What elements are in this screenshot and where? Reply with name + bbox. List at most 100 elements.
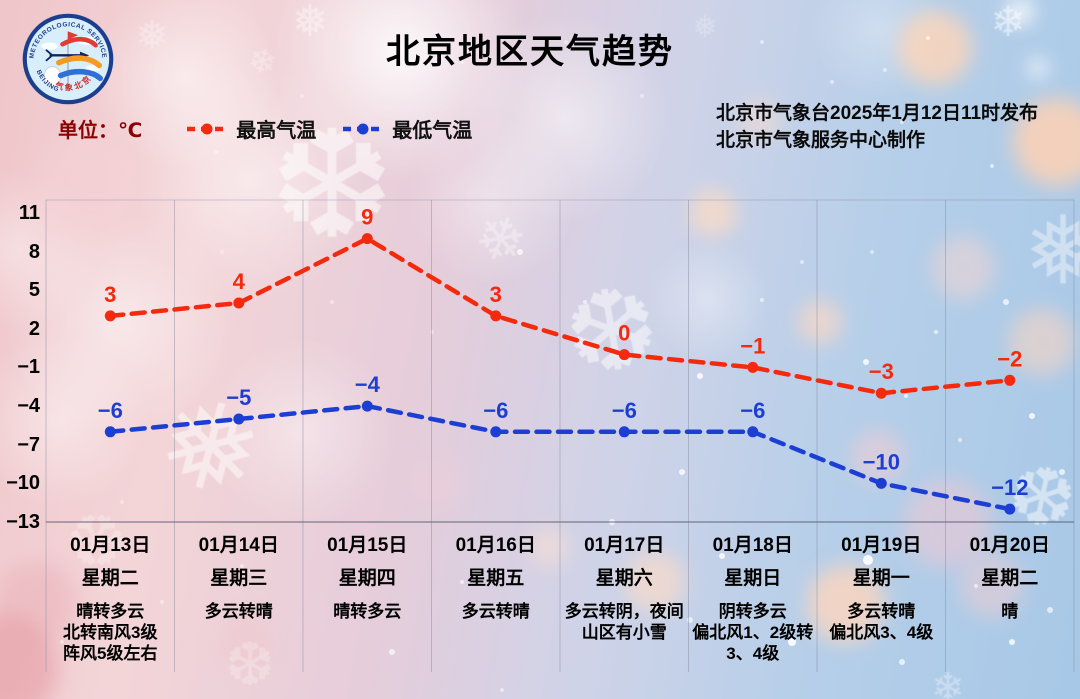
snow-dot bbox=[1003, 299, 1009, 305]
snow-dot bbox=[760, 40, 764, 44]
snowflake-icon: ❅ bbox=[1023, 198, 1080, 305]
beijing-meteorological-service-logo: METEOROLOGICAL SERVICE BEIJING 气象北京 bbox=[22, 13, 114, 105]
day-weekday-label: 星期六 bbox=[595, 568, 653, 589]
bokeh-light bbox=[1004, 0, 1036, 28]
day-column-1: 01月13日 星期二 晴转多云 北转南风3级 阵风5级左右 bbox=[46, 534, 175, 664]
snow-dot bbox=[958, 438, 962, 442]
max-temp-value-label: 0 bbox=[618, 321, 630, 346]
y-axis-tick-label: −7 bbox=[17, 433, 40, 456]
snowflake-icon: ❆ bbox=[554, 261, 669, 402]
bokeh-light bbox=[686, 186, 740, 240]
max-temp-value-label: 3 bbox=[104, 282, 116, 307]
min-temp-value-label: −6 bbox=[612, 398, 637, 423]
snow-dot bbox=[870, 250, 874, 254]
max-temp-point bbox=[233, 297, 245, 309]
cloud-glow bbox=[90, 0, 280, 173]
snow-dot bbox=[583, 300, 587, 304]
logo-swoosh-red bbox=[60, 36, 98, 48]
min-temp-point bbox=[104, 426, 116, 438]
weather-line: 多云转晴 bbox=[461, 602, 530, 621]
snow-dot bbox=[904, 394, 908, 398]
day-weekday-label: 星期二 bbox=[981, 568, 1039, 589]
snowflake-icon: ❆ bbox=[1000, 447, 1080, 549]
weather-line: 阴转多云 bbox=[718, 602, 787, 621]
min-temp-value-label: −6 bbox=[483, 398, 508, 423]
day-weather-description: 多云转阴，夜间 山区有小雪 bbox=[565, 601, 684, 643]
min-temp-point bbox=[747, 426, 759, 438]
logo-pennant bbox=[68, 31, 79, 40]
weather-line: 北转南风3级 bbox=[63, 623, 158, 642]
legend-item-min-temp: 最低气温 bbox=[342, 114, 472, 143]
y-axis-tick-label: 2 bbox=[28, 317, 40, 340]
weather-line: 多云转晴 bbox=[204, 602, 273, 621]
bokeh-light bbox=[893, 6, 977, 90]
snow-dot bbox=[214, 150, 218, 154]
max-temp-point bbox=[618, 349, 630, 361]
snowflake-icon: ❄ bbox=[990, 0, 1026, 45]
day-date-label: 01月18日 bbox=[712, 535, 793, 556]
max-temp-value-label: 9 bbox=[361, 205, 373, 230]
day-weekday-label: 星期一 bbox=[852, 568, 910, 589]
page-title: 北京地区天气趋势 bbox=[386, 33, 674, 71]
day-weather-description: 阴转多云 偏北风1、2级转 3、4级 bbox=[692, 601, 813, 664]
weather-line: 阵风5级左右 bbox=[63, 644, 158, 663]
snow-dot bbox=[883, 68, 887, 72]
snowflake-icon: ❄ bbox=[931, 666, 965, 699]
bokeh-light bbox=[412, 456, 464, 508]
snowflake-icon: ❄ bbox=[243, 39, 281, 85]
weather-line: 晴转多云 bbox=[76, 602, 145, 621]
unit-label: 单位：℃ bbox=[58, 120, 143, 142]
snowflake-icon: ❅ bbox=[144, 370, 276, 526]
max-temp-point bbox=[875, 387, 887, 399]
day-column-4: 01月16日 星期五 多云转晴 bbox=[432, 534, 561, 622]
min-temp-point bbox=[233, 413, 245, 425]
logo-cloud bbox=[41, 42, 58, 50]
issue-info-line-2: 北京市气象服务中心制作 bbox=[716, 130, 926, 151]
max-temp-point bbox=[1004, 374, 1016, 386]
min-temp-line-swatch-icon bbox=[343, 123, 384, 134]
day-date-label: 01月15日 bbox=[327, 535, 408, 556]
y-axis-tick-label: 11 bbox=[18, 201, 40, 224]
snow-dot bbox=[863, 359, 869, 365]
y-axis-tick-label: −13 bbox=[6, 511, 40, 533]
bokeh-light bbox=[927, 232, 999, 304]
day-column-8: 01月20日 星期二晴 bbox=[946, 534, 1075, 622]
day-column-6: 01月18日 星期日 阴转多云 偏北风1、2级转 3、4级 bbox=[689, 534, 818, 664]
y-axis-tick-label: −4 bbox=[17, 395, 40, 418]
snow-dot bbox=[1009, 639, 1015, 645]
snowflake-icon: ❄ bbox=[465, 199, 536, 280]
snow-dot bbox=[800, 260, 804, 264]
legend-label-max-temp: 最高气温 bbox=[236, 120, 317, 142]
min-temp-point bbox=[875, 477, 887, 489]
cloud-glow bbox=[130, 60, 370, 300]
snow-dot bbox=[220, 250, 224, 254]
snowflake-icon: ❅ bbox=[291, 0, 329, 46]
y-axis-tick-label: −1 bbox=[17, 356, 40, 379]
cloud-glow bbox=[810, 0, 950, 100]
bokeh-light bbox=[795, 297, 845, 347]
min-temp-value-label: −4 bbox=[355, 372, 381, 397]
bokeh-light bbox=[1004, 304, 1080, 380]
snow-dot bbox=[697, 373, 703, 379]
snow-dot bbox=[926, 36, 930, 40]
cloud-glow bbox=[646, 238, 770, 362]
max-temp-value-label: −2 bbox=[997, 346, 1022, 371]
min-temp-line bbox=[108, 403, 1013, 512]
day-column-2: 01月14日 星期三 多云转晴 bbox=[175, 534, 304, 622]
day-weather-description: 晴转多云 bbox=[333, 601, 401, 622]
max-temp-value-label: 4 bbox=[233, 269, 246, 294]
issue-info: 北京市气象台2025年1月12日11时发布 北京市气象服务中心制作 bbox=[716, 100, 1038, 154]
weather-line: 偏北风1、2级转 bbox=[692, 623, 814, 642]
snow-dot bbox=[330, 300, 334, 304]
max-temp-line bbox=[108, 236, 1013, 396]
snowflake-icon: ❆ bbox=[224, 631, 276, 698]
legend-item-max-temp: 最高气温 bbox=[186, 114, 316, 143]
min-temp-value-label: −5 bbox=[226, 385, 251, 410]
max-temp-point bbox=[104, 310, 116, 322]
snow-dot bbox=[430, 330, 434, 334]
min-temp-value-label: −6 bbox=[740, 398, 765, 423]
cloud-glow bbox=[207, 337, 397, 527]
day-date-label: 01月17日 bbox=[584, 535, 665, 556]
max-temp-point bbox=[490, 310, 502, 322]
